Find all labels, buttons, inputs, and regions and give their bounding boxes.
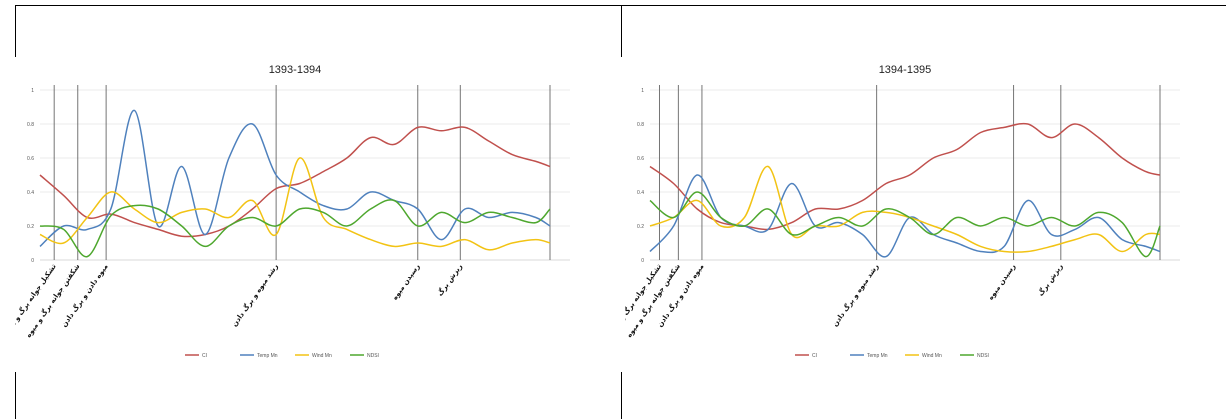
y-tick-label: 0.2: [637, 224, 644, 230]
stage-label: میوه دادن و برگ دادن: [655, 262, 705, 329]
y-tick-label: 0.2: [27, 224, 34, 230]
legend-label: Wind Mn: [312, 353, 332, 359]
frame-top-border: [15, 5, 1226, 6]
y-tick-label: 0.4: [637, 190, 644, 196]
frame-left-border-bottom: [15, 372, 16, 419]
legend-label: Temp Mn: [867, 353, 888, 359]
chart-title: 1394-1395: [879, 64, 932, 76]
y-tick-label: 0.8: [637, 122, 644, 128]
series-line-wind-mn: [649, 165, 1161, 253]
y-tick-label: 0: [31, 258, 34, 264]
chart-panel-1393-1394: 1393-1394 0 0.2 0.4 0.6 0.8 1 تشکیل جوانه برگ و…: [15, 55, 575, 370]
legend-label: CI: [202, 353, 207, 359]
legend-label: NDSI: [367, 353, 379, 359]
stage-label: میوه دادن و برگ دادن: [59, 262, 109, 329]
series-line-wind-mn: [39, 157, 551, 251]
frame-left-border-top: [15, 5, 16, 57]
series-line-ci: [39, 126, 551, 238]
y-tick-label: 0.8: [27, 122, 34, 128]
series-line-ndsi: [649, 191, 1161, 258]
stage-label: رسیدن میوه: [391, 263, 422, 302]
legend-label: Temp Mn: [257, 353, 278, 359]
y-tick-label: 1: [641, 88, 644, 94]
y-tick-label: 1: [31, 88, 34, 94]
stage-label: رسیدن میوه: [987, 263, 1018, 302]
legend-label: NDSI: [977, 353, 989, 359]
y-tick-label: 0.6: [637, 156, 644, 162]
y-tick-label: 0: [641, 258, 644, 264]
legend-label: CI: [812, 353, 817, 359]
legend-label: Wind Mn: [922, 353, 942, 359]
series-line-ndsi: [39, 199, 551, 258]
series-line-temp-mn: [39, 109, 551, 247]
frame-middle-border-top: [621, 5, 622, 57]
series-line-ci: [649, 122, 1161, 231]
stage-label: رشد میوه و برگ دادن: [830, 262, 880, 328]
chart-title: 1393-1394: [269, 64, 322, 76]
stage-label: رشد میوه و برگ دادن: [230, 262, 280, 328]
y-tick-label: 0.4: [27, 190, 34, 196]
frame-middle-border-bottom: [621, 372, 622, 419]
stage-label: ریزش برگ: [435, 262, 464, 298]
y-tick-label: 0.6: [27, 156, 34, 162]
stage-label: ریزش برگ: [1036, 262, 1065, 298]
